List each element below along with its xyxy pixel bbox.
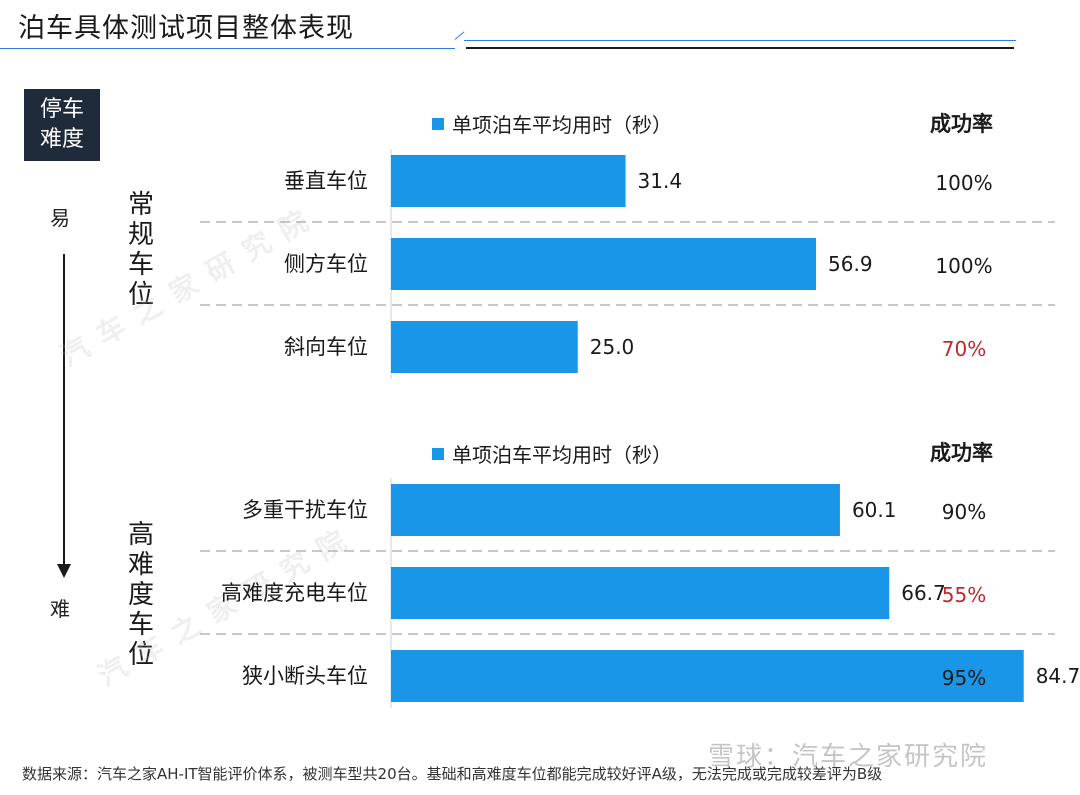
category-label: 斜向车位 [284,335,368,359]
success-rate-label: 100% [935,171,992,195]
value-label: 60.1 [852,498,897,522]
group-label-difficult: 高难度车位 [127,520,154,670]
value-label: 56.9 [828,252,873,276]
category-label: 垂直车位 [284,169,368,193]
success-rate-label: 100% [935,254,992,278]
category-label: 高难度充电车位 [221,581,368,605]
legend-label: 单项泊车平均用时（秒） [452,113,672,137]
legend-swatch [432,447,444,460]
difficulty-arrow-head-icon [57,564,71,578]
bar [391,567,890,619]
legend-swatch [432,117,444,130]
value-label: 31.4 [638,169,683,193]
bar [391,238,817,290]
legend-label: 单项泊车平均用时（秒） [452,443,672,467]
axis-hard-label: 难 [50,597,70,621]
group-label-regular: 常规车位 [127,190,154,310]
difficulty-box: 停车 难度 [24,89,100,161]
difficulty-box-line-2: 难度 [39,127,84,152]
axis-easy-label: 易 [50,206,70,230]
success-rate-label: 95% [942,666,986,690]
title-underline-bold [466,47,1014,49]
footer-watermark-logo: 雪球：汽车之家研究院 [708,742,989,772]
legend-group-1: 单项泊车平均用时（秒） [432,109,672,138]
difficulty-arrow-line [63,254,65,566]
legend-group-2: 单项泊车平均用时（秒） [432,439,672,468]
footer-source-note: 数据来源：汽车之家AH-IT智能评价体系，被测车型共20台。基础和高难度车位都能… [22,765,883,783]
bar [391,484,840,536]
bar [391,321,578,373]
title-underline-thin [464,40,1016,41]
title-underline [0,48,455,49]
bar [391,650,1024,702]
value-label: 84.7 [1036,664,1080,688]
page-title: 泊车具体测试项目整体表现 [18,13,354,44]
category-label: 侧方车位 [284,252,368,276]
rate-header-group-1: 成功率 [930,112,993,136]
success-rate-label: 70% [942,337,986,361]
category-label: 狭小断头车位 [242,664,368,688]
rate-header-group-2: 成功率 [930,441,993,465]
difficulty-box-line-1: 停车 [39,97,84,122]
value-label: 25.0 [590,335,635,359]
success-rate-label: 55% [942,583,986,607]
value-label: 66.7 [901,581,946,605]
category-label: 多重干扰车位 [242,498,368,522]
bar [391,155,626,207]
success-rate-label: 90% [942,500,986,524]
